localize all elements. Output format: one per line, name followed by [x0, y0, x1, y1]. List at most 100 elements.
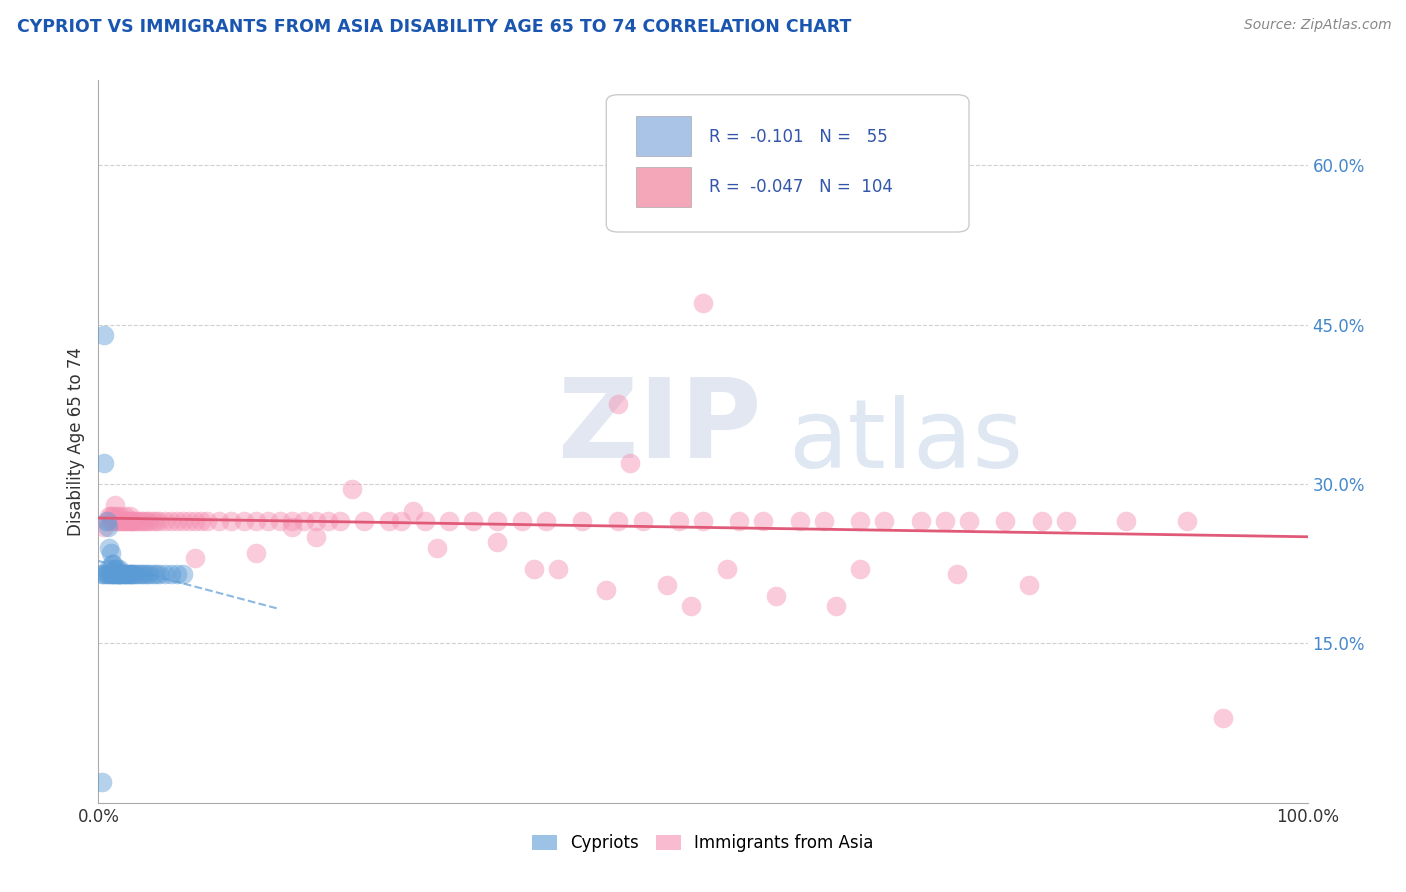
Point: [131, 514, 153, 528]
Point: [107, 567, 129, 582]
FancyBboxPatch shape: [637, 167, 690, 207]
Point: [728, 514, 751, 528]
Point: [91, 774, 114, 789]
Point: [100, 567, 122, 582]
Point: [190, 514, 212, 528]
Point: [1212, 711, 1234, 725]
Point: [172, 567, 194, 582]
Point: [118, 514, 141, 528]
Point: [765, 589, 787, 603]
Point: [111, 514, 134, 528]
Point: [127, 567, 149, 582]
Point: [111, 567, 134, 582]
FancyBboxPatch shape: [606, 95, 969, 232]
Point: [607, 514, 630, 528]
Point: [232, 514, 254, 528]
Point: [153, 514, 176, 528]
Point: [128, 514, 150, 528]
FancyBboxPatch shape: [637, 116, 690, 156]
Point: [305, 514, 328, 528]
Point: [510, 514, 533, 528]
Point: [413, 514, 436, 528]
Point: [752, 514, 775, 528]
Point: [946, 567, 969, 582]
Point: [281, 514, 304, 528]
Point: [547, 562, 569, 576]
Point: [148, 567, 170, 582]
Point: [100, 567, 122, 582]
Point: [1018, 578, 1040, 592]
Point: [96, 567, 118, 582]
Point: [145, 567, 167, 582]
Point: [692, 514, 714, 528]
Point: [104, 562, 127, 576]
Point: [269, 514, 291, 528]
Point: [100, 557, 122, 571]
Point: [108, 508, 131, 523]
Point: [849, 562, 872, 576]
Point: [117, 514, 139, 528]
Text: atlas: atlas: [787, 395, 1022, 488]
Point: [160, 567, 183, 582]
Point: [108, 567, 131, 582]
Point: [105, 562, 128, 576]
Point: [463, 514, 485, 528]
Point: [353, 514, 375, 528]
Point: [122, 514, 145, 528]
Point: [910, 514, 932, 528]
Point: [117, 567, 139, 582]
Point: [195, 514, 218, 528]
Point: [114, 567, 136, 582]
Point: [402, 503, 425, 517]
Point: [256, 514, 278, 528]
Point: [108, 514, 131, 528]
Point: [160, 514, 183, 528]
Point: [342, 483, 364, 497]
Point: [179, 514, 201, 528]
Point: [134, 567, 156, 582]
Point: [135, 514, 157, 528]
Point: [103, 567, 125, 582]
Point: [122, 567, 145, 582]
Point: [105, 567, 128, 582]
Point: [523, 562, 546, 576]
Point: [153, 567, 176, 582]
Point: [118, 508, 141, 523]
Point: [595, 583, 617, 598]
Text: ZIP: ZIP: [558, 374, 761, 481]
Point: [104, 498, 127, 512]
Point: [631, 514, 654, 528]
Point: [100, 514, 122, 528]
Point: [208, 514, 231, 528]
Point: [789, 514, 811, 528]
Point: [138, 567, 160, 582]
Point: [316, 514, 339, 528]
Point: [98, 567, 121, 582]
Point: [486, 514, 509, 528]
Point: [245, 514, 267, 528]
Point: [571, 514, 593, 528]
Point: [934, 514, 956, 528]
Point: [281, 519, 304, 533]
Point: [813, 514, 835, 528]
Point: [789, 169, 811, 183]
Point: [148, 514, 170, 528]
Point: [108, 562, 131, 576]
Point: [115, 567, 138, 582]
Point: [825, 599, 848, 614]
Point: [534, 514, 557, 528]
Point: [389, 514, 412, 528]
Point: [97, 562, 120, 576]
Point: [1115, 514, 1137, 528]
Point: [108, 567, 131, 582]
Point: [128, 567, 150, 582]
Point: [873, 514, 896, 528]
Point: [166, 514, 188, 528]
Text: R =  -0.047   N =  104: R = -0.047 N = 104: [709, 178, 893, 196]
Point: [849, 514, 872, 528]
Point: [115, 514, 138, 528]
Point: [93, 456, 115, 470]
Point: [120, 567, 142, 582]
Point: [716, 562, 738, 576]
Point: [184, 514, 207, 528]
